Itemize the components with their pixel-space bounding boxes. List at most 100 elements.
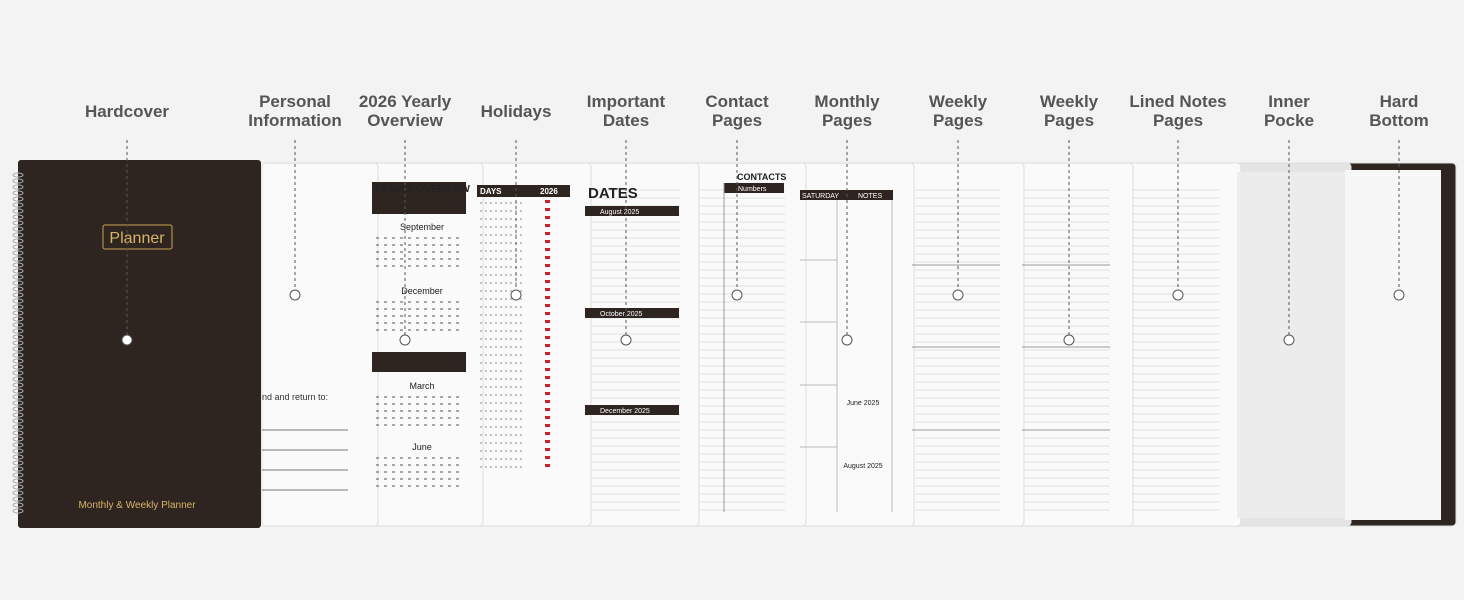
flag [545, 256, 550, 259]
spiral-ring [12, 508, 24, 514]
callout-label: Personal [259, 92, 331, 111]
flag [545, 352, 550, 355]
spiral-ring [12, 352, 24, 358]
callout-label: Dates [603, 111, 649, 130]
spiral-ring [12, 418, 24, 424]
page [584, 162, 700, 527]
spiral-ring [12, 232, 24, 238]
month-name: December [401, 286, 443, 296]
flag [545, 224, 550, 227]
spiral-ring [12, 244, 24, 250]
callout-label: Bottom [1369, 111, 1428, 130]
spiral-ring [12, 442, 24, 448]
spiral-ring [12, 388, 24, 394]
callout-dot [731, 289, 743, 301]
spiral-ring [12, 322, 24, 328]
month-name: June [412, 442, 432, 452]
callout-label: Monthly [814, 92, 880, 111]
spiral-ring [12, 370, 24, 376]
dates-title: DATES [588, 185, 638, 202]
month-name: March [409, 381, 434, 391]
flag [545, 272, 550, 275]
callout-label: Pages [1044, 111, 1094, 130]
holidays-h0: DAYS [480, 187, 502, 196]
callout-label: Pages [1153, 111, 1203, 130]
flag [545, 312, 550, 315]
flag [545, 208, 550, 211]
spiral-ring [12, 310, 24, 316]
page [476, 162, 592, 527]
spiral-ring [12, 280, 24, 286]
callout-dot [399, 334, 411, 346]
callout-dot [841, 334, 853, 346]
spiral-ring [12, 340, 24, 346]
page [1017, 162, 1134, 527]
flag [545, 416, 550, 419]
callout-dot [1393, 289, 1405, 301]
spiral-ring [12, 226, 24, 232]
page [907, 162, 1025, 527]
flag [545, 376, 550, 379]
page [1126, 162, 1242, 527]
callout-label: Information [248, 111, 342, 130]
spiral-ring [12, 382, 24, 388]
callout-label: Lined Notes [1129, 92, 1226, 111]
flag [545, 296, 550, 299]
callout-label: Pocke [1264, 111, 1314, 130]
page [371, 162, 484, 527]
callout-label: Inner [1268, 92, 1310, 111]
spiral-ring [12, 502, 24, 508]
flag [545, 432, 550, 435]
spiral-ring [12, 202, 24, 208]
callout-label: 2026 Yearly [359, 92, 452, 111]
flag [545, 392, 550, 395]
flag [545, 216, 550, 219]
spiral-ring [12, 400, 24, 406]
spiral-ring [12, 346, 24, 352]
mini-cal: June 2025 [847, 400, 880, 407]
flag [545, 344, 550, 347]
flag [545, 288, 550, 291]
spiral-ring [12, 262, 24, 268]
callout-label: Weekly [929, 92, 988, 111]
contacts-title: CONTACTS [737, 172, 786, 182]
callout-dot [1172, 289, 1184, 301]
spiral-ring [12, 292, 24, 298]
spiral-ring [12, 478, 24, 484]
cover-footer: Monthly & Weekly Planner [78, 500, 196, 511]
month-bar [585, 308, 679, 318]
spiral-ring [12, 484, 24, 490]
monthly-h1: NOTES [858, 193, 882, 200]
yearly-bar [372, 182, 466, 214]
spiral-ring [12, 328, 24, 334]
callout-label: Hard [1380, 92, 1419, 111]
flag [545, 304, 550, 307]
flag [545, 440, 550, 443]
spiral-ring [12, 466, 24, 472]
callout-label: Pages [712, 111, 762, 130]
callout-label: Hardcover [85, 102, 169, 121]
spiral-ring [12, 358, 24, 364]
spiral-ring [12, 376, 24, 382]
yearly-bar2 [372, 352, 466, 372]
spiral-ring [12, 436, 24, 442]
flag [545, 264, 550, 267]
flag [545, 448, 550, 451]
spiral-ring [12, 250, 24, 256]
personal-text: nd and return to: [262, 392, 328, 402]
flag [545, 320, 550, 323]
spiral-ring [12, 208, 24, 214]
flag [545, 328, 550, 331]
callout-dot [1063, 334, 1075, 346]
spiral-ring [12, 220, 24, 226]
spiral-ring [12, 184, 24, 190]
spiral-ring [12, 490, 24, 496]
flag [545, 200, 550, 203]
callout-label: Important [587, 92, 666, 111]
spiral-ring [12, 430, 24, 436]
flag [545, 368, 550, 371]
flag [545, 384, 550, 387]
holidays-h1: 2026 [540, 187, 558, 196]
spiral-ring [12, 256, 24, 262]
spiral-ring [12, 298, 24, 304]
